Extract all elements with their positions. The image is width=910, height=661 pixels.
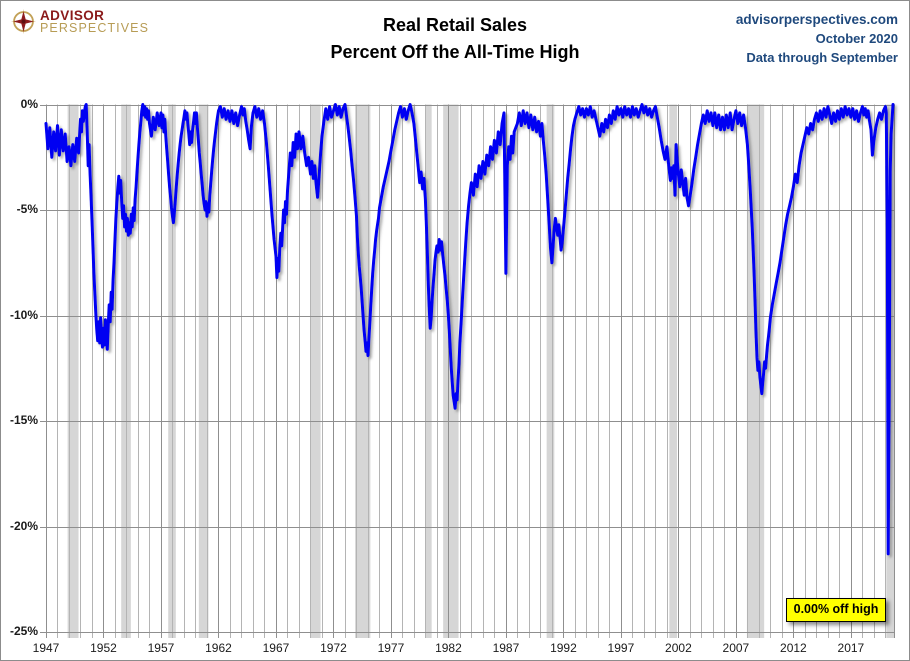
x-tick-label: 1977 <box>377 641 405 655</box>
x-tick-label: 1967 <box>262 641 290 655</box>
x-tick-label: 1982 <box>435 641 462 655</box>
x-tick-label: 2012 <box>780 641 807 655</box>
source-note: Data through September <box>746 50 898 65</box>
advisor-perspectives-logo: ADVISOR PERSPECTIVES <box>10 8 149 35</box>
current-value-callout: 0.00% off high <box>786 598 886 622</box>
y-tick-label: -15% <box>9 413 38 427</box>
source-block: advisorperspectives.com October 2020 Dat… <box>736 10 898 67</box>
x-tick-label: 1987 <box>492 641 520 655</box>
x-tick-label: 1962 <box>205 641 232 655</box>
y-tick-label: -20% <box>9 518 38 533</box>
x-tick-label: 2002 <box>665 641 692 655</box>
x-tick-label: 1972 <box>320 641 347 655</box>
logo-text-perspectives: PERSPECTIVES <box>40 20 150 35</box>
data-series-line <box>44 103 895 556</box>
source-website: advisorperspectives.com <box>735 12 898 27</box>
x-tick-label: 2007 <box>722 641 750 655</box>
chart-title-line2: Percent Off the All-Time High <box>330 42 580 62</box>
logo-wordmark: ADVISOR PERSPECTIVES <box>40 7 150 35</box>
x-tick-label: 2017 <box>837 641 865 655</box>
x-tick-label: 1957 <box>147 641 175 655</box>
x-tick-label: 1947 <box>32 641 60 655</box>
y-tick-label: 0% <box>20 96 38 111</box>
x-tick-label: 1992 <box>550 641 577 655</box>
chart-title-block: Real Retail Sales Percent Off the All-Ti… <box>1 12 909 66</box>
chart-title-line1: Real Retail Sales <box>382 15 528 35</box>
x-tick-label: 1997 <box>607 641 635 655</box>
logo-text-advisor: ADVISOR <box>40 7 105 23</box>
y-tick-label: -10% <box>9 307 38 322</box>
source-date: October 2020 <box>815 31 898 46</box>
y-tick-label: -25% <box>9 624 38 638</box>
y-tick-label: -5% <box>16 202 38 216</box>
x-tick-label: 1952 <box>90 641 117 655</box>
compass-rose-icon <box>10 8 37 35</box>
gridlines <box>40 104 895 638</box>
